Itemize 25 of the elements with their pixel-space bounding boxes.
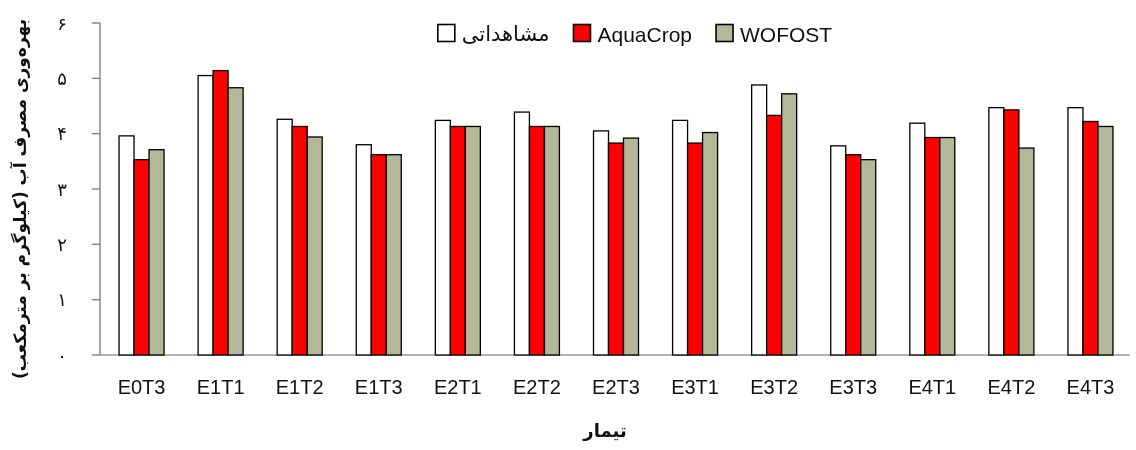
legend-label: AquaCrop — [597, 22, 693, 46]
x-tick-label: E2T1 — [433, 376, 482, 398]
y-tick-label: ۲ — [57, 233, 67, 255]
x-tick-label: E1T1 — [196, 376, 245, 398]
y-tick-label: ۶ — [57, 12, 67, 34]
legend-label: WOFOST — [740, 22, 833, 46]
x-tick-label: E3T1 — [671, 376, 719, 398]
x-tick-label: E2T3 — [592, 376, 640, 398]
y-tick-label: ۳ — [57, 178, 68, 200]
x-tick-label: E1T2 — [275, 376, 324, 398]
y-tick-label: ۱ — [57, 289, 67, 311]
x-tick-label: E4T1 — [908, 376, 957, 398]
x-tick-label: E3T2 — [750, 376, 799, 398]
y-tick-label: ۵ — [57, 67, 67, 89]
x-tick-label: E4T2 — [987, 376, 1036, 398]
x-tick-label: E0T3 — [117, 376, 166, 398]
y-tick-label: ۰ — [57, 344, 67, 366]
x-tick-label: E2T2 — [513, 376, 561, 398]
x-tick-label: E3T3 — [829, 376, 878, 398]
x-tick-label: E1T3 — [354, 376, 403, 398]
y-axis-title: بهره‌وری مصرف آب (کیلوگرم بر مترمکعب) — [9, 18, 31, 380]
x-axis-title: تیمار — [582, 419, 627, 441]
y-tick-label: ۴ — [57, 123, 67, 145]
x-tick-label: E4T3 — [1066, 376, 1115, 398]
legend-label: مشاهداتی — [461, 22, 550, 46]
